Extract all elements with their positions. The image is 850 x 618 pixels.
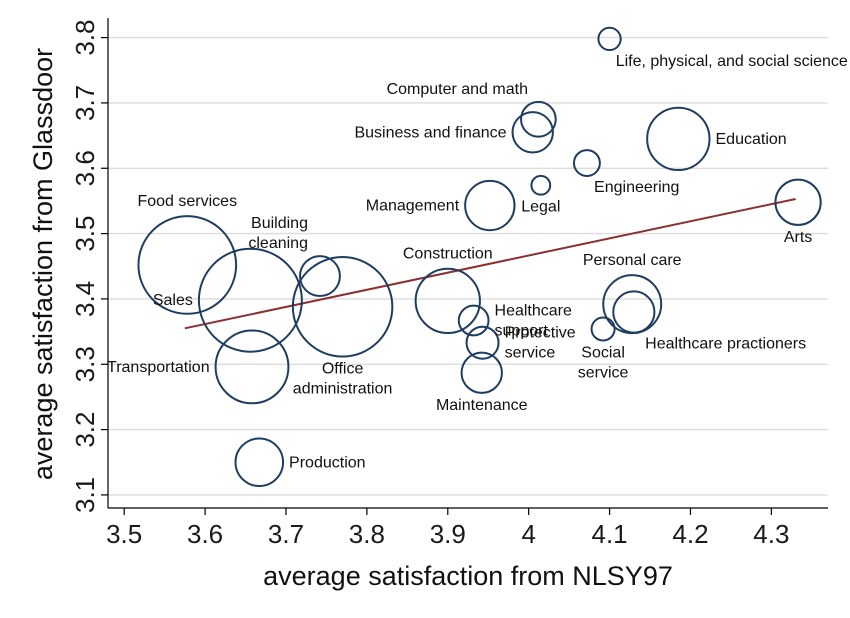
point-label-healthcare-practioners: Healthcare practioners: [645, 336, 806, 353]
point-label-line: Social: [581, 344, 625, 361]
point-production: [234, 437, 285, 488]
point-label-office-administration: Office administration: [293, 361, 393, 398]
point-legal: [530, 174, 552, 196]
y-tick-label-3-7: 3.7: [70, 85, 100, 121]
point-computer-and-math: [520, 100, 557, 138]
point-label-engineering: Engineering: [594, 179, 679, 196]
y-tick-label-3-2: 3.2: [70, 412, 100, 448]
point-education: [646, 106, 711, 172]
point-label-healthcare-support: Healthcare support: [495, 302, 572, 339]
point-label-business-and-finance: Business and finance: [354, 124, 506, 141]
point-labels: Life, physical, and social science Comput…: [107, 53, 848, 471]
point-healthcare-practioners: [612, 290, 656, 334]
x-tick-label-4-3: 4.3: [753, 519, 789, 549]
axes: 3.5 3.6 3.7 3.8 3.9 4 4.1 4.2 4.3 3.1 3.2 3.3 3.4 3.5…: [70, 18, 828, 549]
x-tick-label-3-7: 3.7: [268, 519, 304, 549]
point-label-line: Food services: [137, 193, 237, 210]
y-tick-label-3-6: 3.6: [70, 150, 100, 186]
point-social-service: [590, 316, 616, 342]
point-label-construction: Construction: [403, 246, 493, 263]
point-sales: [197, 247, 303, 353]
x-tick-label-4: 4: [521, 519, 535, 549]
point-label-personal-care: Personal care: [583, 252, 682, 269]
point-label-line: Protective: [505, 325, 576, 342]
x-tick-label-4-2: 4.2: [672, 519, 708, 549]
point-label-line: Healthcare practioners: [645, 336, 806, 353]
point-label-line: Construction: [403, 246, 493, 263]
point-label-arts: Arts: [784, 229, 812, 246]
point-healthcare-support: [457, 304, 490, 337]
data-points: [137, 26, 822, 488]
x-tick-label-3-6: 3.6: [187, 519, 223, 549]
point-label-management: Management: [366, 198, 460, 215]
point-label-line: Business and finance: [354, 124, 506, 141]
point-label-protective-service: Protective service: [505, 325, 576, 362]
point-label-computer-and-math: Computer and math: [387, 81, 528, 98]
point-label-building-cleaning: Building cleaning: [248, 215, 308, 252]
point-label-maintenance: Maintenance: [436, 397, 528, 414]
y-axis-title: average satisfaction from Glassdoor: [28, 48, 58, 480]
x-axis-title: average satisfaction from NLSY97: [263, 561, 673, 591]
point-label-line: Personal care: [583, 252, 682, 269]
point-office-administration: [291, 256, 394, 358]
x-tick-label-3-8: 3.8: [349, 519, 385, 549]
fit-line: [184, 197, 796, 330]
point-label-sales: Sales: [153, 292, 193, 309]
point-label-line: administration: [293, 381, 393, 398]
point-transportation: [214, 329, 290, 405]
point-label-line: Healthcare: [495, 302, 572, 319]
point-label-line: Life, physical, and social science: [616, 53, 848, 70]
point-label-line: Management: [366, 198, 460, 215]
point-engineering: [572, 149, 601, 177]
point-label-production: Production: [289, 454, 366, 471]
y-tick-label-3-5: 3.5: [70, 216, 100, 252]
point-label-education: Education: [716, 131, 787, 148]
point-label-line: Legal: [521, 199, 560, 216]
point-label-line: Education: [716, 131, 787, 148]
point-label-line: Engineering: [594, 179, 679, 196]
point-building-cleaning: [299, 255, 341, 298]
point-label-social-service: Social service: [578, 344, 629, 381]
x-tick-label-4-1: 4.1: [591, 519, 627, 549]
point-label-life-physical-and-social-science: Life, physical, and social science: [616, 53, 848, 70]
gridlines: [108, 36, 828, 496]
point-label-line: Sales: [153, 292, 193, 309]
point-food-services: [137, 215, 238, 315]
point-label-line: Computer and math: [387, 81, 528, 98]
point-protective-service: [465, 325, 500, 360]
point-label-line: service: [578, 364, 629, 381]
point-arts: [774, 178, 822, 226]
point-label-line: Office: [322, 361, 364, 378]
y-tick-label-3-8: 3.8: [70, 20, 100, 56]
x-tick-label-3-5: 3.5: [106, 519, 142, 549]
point-life-physical-and-social-science: [597, 26, 622, 52]
point-label-line: Production: [289, 454, 366, 471]
y-tick-label-3-1: 3.1: [70, 477, 100, 513]
point-label-line: support: [495, 322, 549, 339]
point-business-and-finance: [511, 111, 554, 154]
x-tick-label-3-9: 3.9: [430, 519, 466, 549]
fit-line-group: [184, 197, 796, 330]
point-label-line: service: [505, 345, 556, 362]
point-label-legal: Legal: [521, 199, 560, 216]
point-construction: [414, 267, 481, 335]
point-label-line: cleaning: [248, 235, 308, 252]
y-tick-label-3-3: 3.3: [70, 346, 100, 382]
point-label-line: Transportation: [107, 359, 210, 376]
point-label-food-services: Food services: [137, 193, 237, 210]
point-label-line: Building: [251, 215, 308, 232]
point-maintenance: [460, 351, 503, 394]
y-tick-label-3-4: 3.4: [70, 281, 100, 317]
point-management: [464, 179, 516, 232]
point-label-line: Arts: [784, 229, 812, 246]
point-label-transportation: Transportation: [107, 359, 210, 376]
point-label-line: Maintenance: [436, 397, 528, 414]
